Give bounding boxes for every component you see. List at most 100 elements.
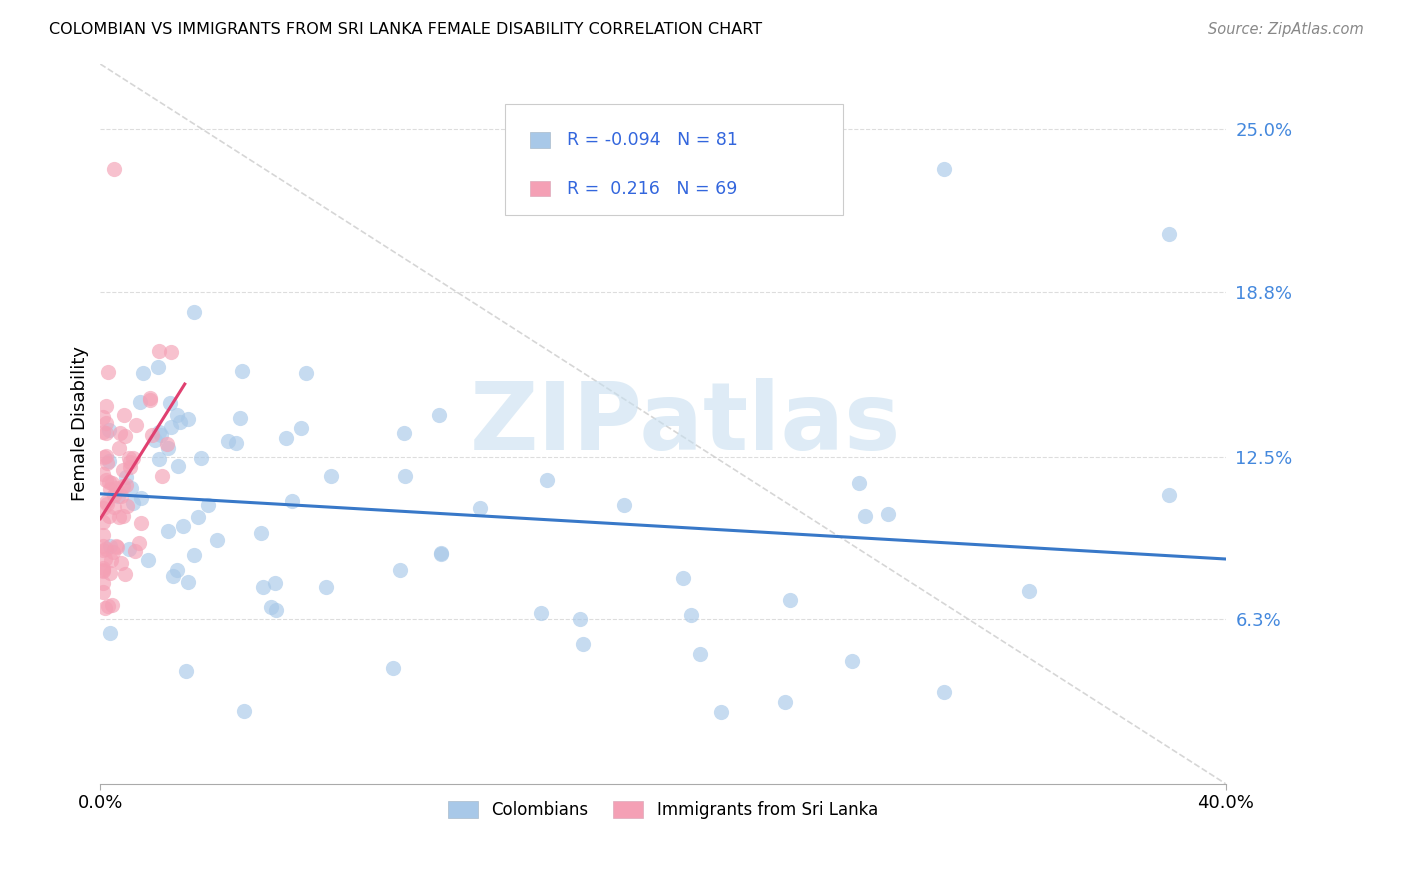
Point [710, 706, 733, 720]
Point [122, 450, 145, 465]
Point [934, 161, 956, 176]
Point [569, 612, 592, 626]
Point [848, 476, 870, 491]
Point [250, 526, 273, 541]
Point [290, 420, 312, 434]
FancyBboxPatch shape [530, 181, 550, 196]
Point [103, 545, 125, 559]
Point [91, 563, 114, 577]
Point [150, 468, 173, 483]
Point [114, 429, 136, 443]
FancyBboxPatch shape [505, 103, 844, 215]
Point [98, 475, 121, 490]
Point [672, 571, 695, 585]
Point [108, 426, 131, 441]
Point [91, 425, 114, 439]
Point [91, 528, 114, 542]
Point [1159, 227, 1181, 242]
Point [93, 501, 115, 516]
Point [150, 427, 173, 442]
Point [94, 473, 117, 487]
Point [107, 489, 129, 503]
Point [105, 540, 128, 554]
Point [877, 507, 900, 521]
Point [779, 593, 801, 607]
Point [689, 647, 711, 661]
Point [129, 491, 152, 505]
Point [382, 661, 405, 675]
Point [107, 510, 129, 524]
Point [91, 561, 114, 575]
Point [177, 411, 200, 425]
Point [94, 601, 117, 615]
Point [122, 496, 145, 510]
Point [159, 396, 181, 410]
Point [114, 567, 136, 582]
Point [225, 436, 247, 450]
Point [190, 450, 212, 465]
Point [264, 603, 287, 617]
Point [100, 539, 122, 553]
Point [93, 551, 115, 566]
Point [162, 569, 184, 583]
Point [934, 684, 956, 698]
Point [853, 509, 876, 524]
Point [430, 547, 453, 561]
Point [281, 494, 304, 508]
Text: R = -0.094   N = 81: R = -0.094 N = 81 [568, 131, 738, 149]
Point [94, 426, 117, 441]
Point [205, 533, 228, 548]
Point [183, 548, 205, 562]
Point [775, 695, 797, 709]
Point [96, 456, 118, 470]
Point [231, 364, 253, 378]
Point [394, 468, 416, 483]
Point [94, 541, 117, 556]
Point [98, 566, 121, 581]
Point [166, 563, 188, 577]
Point [129, 395, 152, 409]
Point [274, 431, 297, 445]
Point [174, 664, 197, 678]
Point [94, 399, 117, 413]
Point [94, 450, 117, 464]
Point [97, 454, 120, 468]
Point [319, 469, 342, 483]
Point [101, 475, 124, 490]
Point [111, 508, 134, 523]
Point [841, 654, 863, 668]
Legend: Colombians, Immigrants from Sri Lanka: Colombians, Immigrants from Sri Lanka [441, 794, 884, 826]
Point [260, 599, 283, 614]
Point [101, 598, 124, 612]
Point [96, 495, 118, 509]
Point [172, 519, 194, 533]
Point [91, 564, 114, 578]
Point [197, 499, 219, 513]
Point [125, 417, 148, 432]
Point [427, 409, 450, 423]
Point [1159, 488, 1181, 502]
Point [128, 536, 150, 550]
Text: ZIPatlas: ZIPatlas [470, 378, 901, 470]
Point [157, 441, 180, 455]
Point [94, 417, 117, 431]
Text: COLOMBIAN VS IMMIGRANTS FROM SRI LANKA FEMALE DISABILITY CORRELATION CHART: COLOMBIAN VS IMMIGRANTS FROM SRI LANKA F… [49, 22, 762, 37]
Point [252, 580, 274, 594]
Point [124, 543, 146, 558]
Text: Source: ZipAtlas.com: Source: ZipAtlas.com [1208, 22, 1364, 37]
Point [100, 553, 122, 567]
Point [118, 455, 141, 469]
Point [217, 434, 239, 448]
Point [138, 392, 160, 407]
Point [156, 437, 179, 451]
Point [97, 508, 120, 523]
Point [166, 409, 188, 423]
Point [389, 563, 412, 577]
Point [112, 463, 135, 477]
Point [138, 391, 160, 405]
Point [132, 366, 155, 380]
Point [146, 359, 169, 374]
Point [169, 415, 191, 429]
Point [91, 410, 114, 425]
Point [103, 488, 125, 502]
